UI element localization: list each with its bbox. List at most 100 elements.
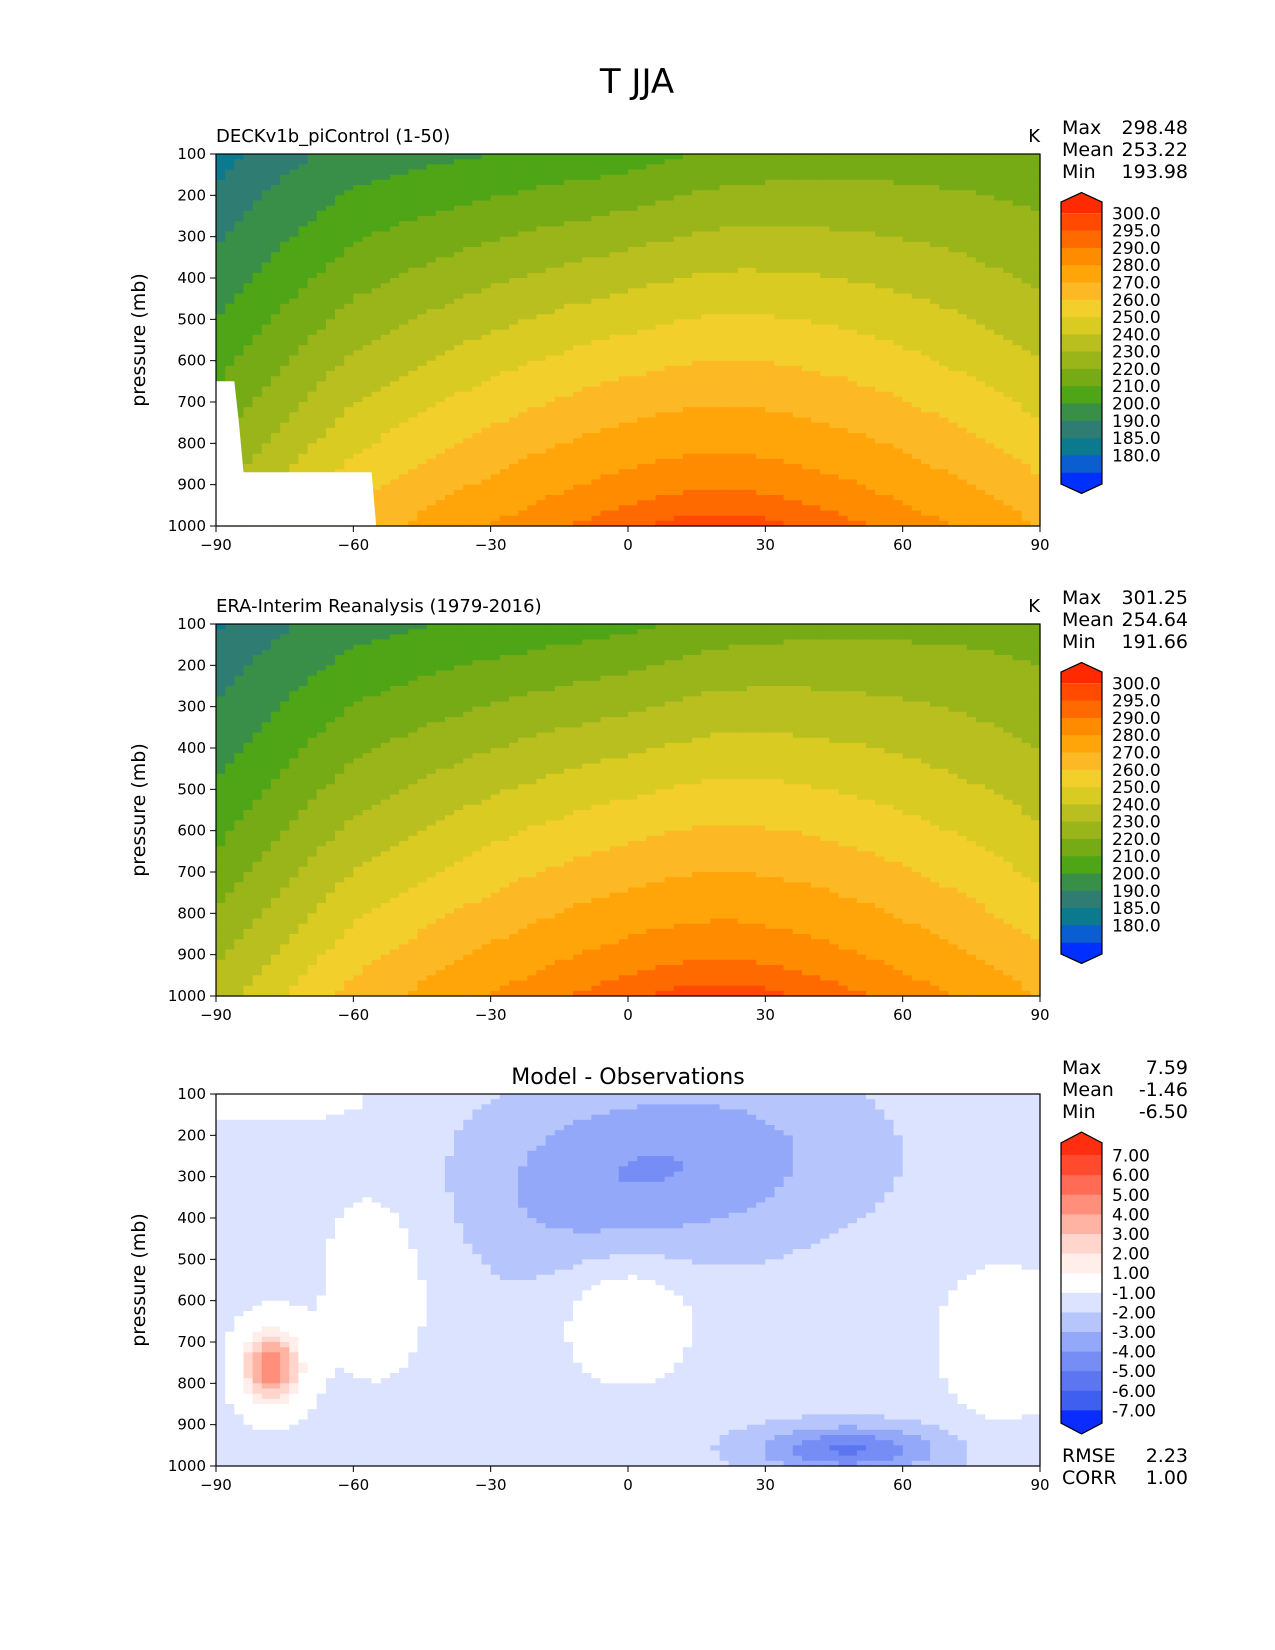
heatmap-cell xyxy=(390,154,400,160)
heatmap-cell xyxy=(618,412,629,419)
heatmap-cell xyxy=(774,252,785,258)
heatmap-cell xyxy=(545,154,556,160)
heatmap-cell xyxy=(719,154,730,160)
heatmap-cell xyxy=(399,500,409,506)
heatmap-cell xyxy=(728,257,739,264)
heatmap-cell xyxy=(518,272,528,279)
heatmap-cell xyxy=(802,210,812,217)
heatmap-cell xyxy=(454,236,464,243)
heatmap-cell xyxy=(316,174,327,181)
heatmap-cell xyxy=(499,174,510,181)
heatmap-cell xyxy=(820,169,831,176)
heatmap-cell xyxy=(509,319,519,326)
heatmap-cell xyxy=(444,469,455,475)
heatmap-cell xyxy=(454,272,464,279)
heatmap-cell xyxy=(554,484,565,491)
heatmap-cell xyxy=(765,267,776,274)
heatmap-cell xyxy=(362,417,373,424)
heatmap-cell xyxy=(399,303,409,310)
heatmap-cell xyxy=(628,252,638,258)
heatmap-cell xyxy=(820,314,831,320)
heatmap-cell xyxy=(344,350,354,357)
heatmap-cell xyxy=(829,257,840,264)
heatmap-cell xyxy=(682,210,693,217)
heatmap-cell xyxy=(609,231,620,238)
heatmap-cell xyxy=(454,500,464,506)
heatmap-cell xyxy=(390,371,400,377)
heatmap-cell xyxy=(756,402,766,408)
heatmap-cell xyxy=(435,221,446,227)
heatmap-cell xyxy=(499,381,510,388)
heatmap-cell xyxy=(509,179,519,186)
heatmap-cell xyxy=(307,179,318,186)
heatmap-cell xyxy=(527,241,538,248)
heatmap-cell xyxy=(591,324,602,331)
heatmap-cell xyxy=(435,495,446,501)
heatmap-cell xyxy=(234,185,245,191)
heatmap-cell xyxy=(344,154,354,160)
heatmap-cell xyxy=(682,293,693,300)
heatmap-cell xyxy=(225,293,235,300)
heatmap-cell xyxy=(399,262,409,269)
heatmap-cell xyxy=(563,210,574,217)
heatmap-cell xyxy=(618,484,629,491)
heatmap-cell xyxy=(316,355,327,362)
heatmap-cell xyxy=(747,278,757,284)
heatmap-cell xyxy=(408,200,419,207)
heatmap-cell xyxy=(692,216,702,222)
heatmap-cell xyxy=(454,417,464,424)
heatmap-cell xyxy=(637,515,647,522)
heatmap-cell xyxy=(820,272,831,279)
heatmap-cell xyxy=(472,381,483,388)
heatmap-cell xyxy=(563,427,574,434)
heatmap-cell xyxy=(582,505,592,512)
heatmap-cell xyxy=(536,412,547,419)
heatmap-cell xyxy=(307,448,318,455)
heatmap-cell xyxy=(280,164,290,171)
heatmap-cell xyxy=(701,221,711,227)
heatmap-cell xyxy=(554,469,565,475)
heatmap-cell xyxy=(362,288,373,295)
heatmap-cell xyxy=(426,407,437,413)
heatmap-cell xyxy=(838,505,849,512)
heatmap-cell xyxy=(472,438,483,444)
heatmap-cell xyxy=(673,474,684,481)
heatmap-cell xyxy=(243,433,254,439)
heatmap-cell xyxy=(756,438,766,444)
heatmap-cell xyxy=(362,298,373,305)
heatmap-cell xyxy=(637,329,647,336)
heatmap-cell xyxy=(252,464,263,470)
heatmap-cell xyxy=(628,505,638,512)
heatmap-cell xyxy=(499,247,510,253)
heatmap-cell xyxy=(252,159,263,165)
heatmap-cell xyxy=(408,495,419,501)
heatmap-cell xyxy=(573,371,583,377)
heatmap-cell xyxy=(344,257,354,264)
heatmap-cell xyxy=(390,262,400,269)
heatmap-cell xyxy=(802,458,812,465)
heatmap-cell xyxy=(701,278,711,284)
heatmap-cell xyxy=(335,386,345,393)
heatmap-cell xyxy=(710,174,721,181)
heatmap-cell xyxy=(243,334,254,341)
heatmap-cell xyxy=(765,469,776,475)
heatmap-cell xyxy=(444,221,455,227)
heatmap-cell xyxy=(216,376,226,382)
heatmap-cell xyxy=(280,417,290,424)
heatmap-cell xyxy=(289,231,299,238)
heatmap-cell xyxy=(463,505,473,512)
heatmap-cell xyxy=(618,407,629,413)
heatmap-cell xyxy=(591,154,602,160)
heatmap-cell xyxy=(646,179,657,186)
heatmap-cell xyxy=(573,474,583,481)
heatmap-cell xyxy=(802,453,812,460)
heatmap-cell xyxy=(582,474,592,481)
heatmap-cell xyxy=(527,345,538,351)
heatmap-cell xyxy=(682,195,693,202)
heatmap-cell xyxy=(490,474,501,481)
heatmap-cell xyxy=(243,231,254,238)
heatmap-cell xyxy=(554,216,565,222)
heatmap-cell xyxy=(802,267,812,274)
heatmap-cell xyxy=(298,448,309,455)
heatmap-cell xyxy=(673,278,684,284)
